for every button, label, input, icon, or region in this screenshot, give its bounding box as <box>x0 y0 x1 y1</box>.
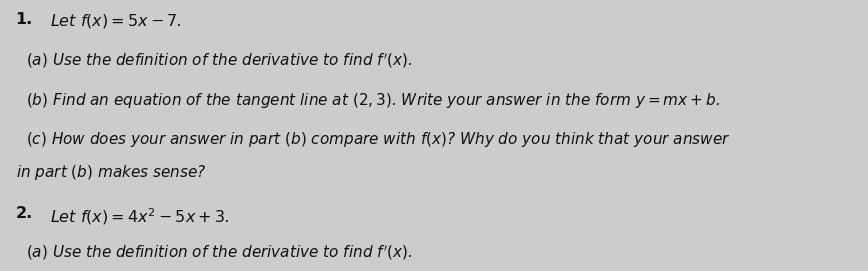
Text: 2.: 2. <box>16 206 33 221</box>
Text: Let $f(x) = 4x^2 - 5x + 3$.: Let $f(x) = 4x^2 - 5x + 3$. <box>50 206 230 227</box>
Text: in part $(b)$ makes sense?: in part $(b)$ makes sense? <box>16 163 207 182</box>
Text: Let $f(x) = 5x - 7$.: Let $f(x) = 5x - 7$. <box>50 12 182 30</box>
Text: $(a)$ Use the definition of the derivative to find $f'(x)$.: $(a)$ Use the definition of the derivati… <box>26 51 412 70</box>
Text: $(c)$ How does your answer in part $(b)$ compare with $f(x)$? Why do you think t: $(c)$ How does your answer in part $(b)$… <box>26 130 731 149</box>
Text: $(a)$ Use the definition of the derivative to find $f'(x)$.: $(a)$ Use the definition of the derivati… <box>26 244 412 263</box>
Text: $(b)$ Find an equation of the tangent line at $(2, 3)$. Write your answer in the: $(b)$ Find an equation of the tangent li… <box>26 91 720 110</box>
Text: 1.: 1. <box>16 12 33 27</box>
